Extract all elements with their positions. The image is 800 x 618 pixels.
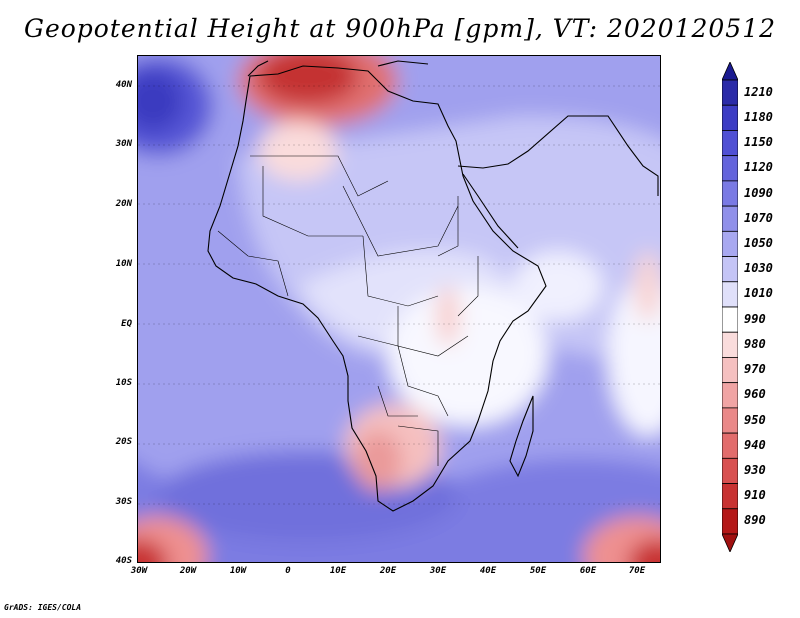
colorbar-label: 1180	[744, 109, 773, 124]
colorbar-label: 910	[744, 488, 766, 503]
colorbar-label: 1150	[744, 135, 773, 150]
colorbar-swatch	[722, 457, 738, 484]
colorbar-label: 1210	[744, 84, 773, 99]
colorbar-label: 1010	[744, 286, 773, 301]
colorbar-swatch	[722, 382, 738, 409]
lon-label: 60E	[579, 566, 597, 576]
colorbar-label: 930	[744, 462, 766, 477]
geopotential-map	[138, 56, 660, 562]
lat-label: 10S	[115, 378, 132, 388]
lon-label: 50E	[529, 566, 547, 576]
lon-label: 70E	[628, 566, 646, 576]
lat-label: 20N	[115, 199, 132, 209]
colorbar-swatch	[722, 281, 738, 308]
colorbar-label: 1120	[744, 160, 773, 175]
colorbar-swatch	[722, 357, 738, 384]
colorbar-swatch	[722, 331, 738, 358]
lat-label: 20S	[115, 437, 132, 447]
colorbar-label: 1050	[744, 235, 773, 250]
colorbar-swatch	[722, 155, 738, 182]
lat-label: EQ	[121, 319, 132, 329]
coastlines	[207, 60, 659, 512]
colorbar-label: 960	[744, 387, 766, 402]
colorbar-swatch	[722, 79, 738, 106]
lon-label: 20E	[379, 566, 397, 576]
colorbar-swatch	[722, 205, 738, 232]
colorbar-label: 1030	[744, 261, 773, 276]
lon-label: 10E	[329, 566, 347, 576]
colorbar-label: 1090	[744, 185, 773, 200]
colorbar-swatch	[722, 483, 738, 510]
lat-label: 30N	[115, 139, 132, 149]
colorbar-label: 970	[744, 362, 766, 377]
lon-label: 10W	[229, 566, 247, 576]
map-title: Geopotential Height at 900hPa [gpm], VT:…	[23, 14, 777, 43]
colorbar-bottom-arrow	[722, 533, 738, 552]
colorbar-label: 940	[744, 437, 766, 452]
colorbar-label: 890	[744, 513, 766, 528]
lat-label: 40N	[115, 80, 132, 90]
colorbar-swatch	[722, 180, 738, 207]
colorbar-swatch	[722, 508, 738, 535]
graticule	[138, 85, 660, 505]
colorbar-swatch	[722, 130, 738, 157]
colorbar-label: 950	[744, 412, 766, 427]
credit-text: GrADS: IGES/COLA	[4, 603, 82, 612]
colorbar-top-arrow	[722, 62, 738, 81]
colorbar-label: 980	[744, 336, 766, 351]
colorbar-swatch	[722, 432, 738, 459]
colorbar-swatch	[722, 306, 738, 333]
lat-label: 40S	[115, 556, 132, 566]
colorbar-label: 990	[744, 311, 766, 326]
lat-label: 10N	[115, 259, 132, 269]
lon-label: 40E	[479, 566, 497, 576]
colorbar	[722, 62, 738, 552]
lat-label: 30S	[115, 497, 132, 507]
lon-label: 0	[285, 566, 291, 576]
lon-label: 30W	[130, 566, 148, 576]
colorbar-swatch	[722, 104, 738, 131]
country-borders	[217, 155, 479, 466]
lon-label: 20W	[179, 566, 197, 576]
height-field-shading	[138, 56, 660, 562]
lon-label: 30E	[429, 566, 447, 576]
colorbar-swatch	[722, 256, 738, 283]
colorbar-label: 1070	[744, 210, 773, 225]
colorbar-swatch	[722, 407, 738, 434]
colorbar-swatch	[722, 230, 738, 257]
map-panel	[137, 55, 661, 563]
